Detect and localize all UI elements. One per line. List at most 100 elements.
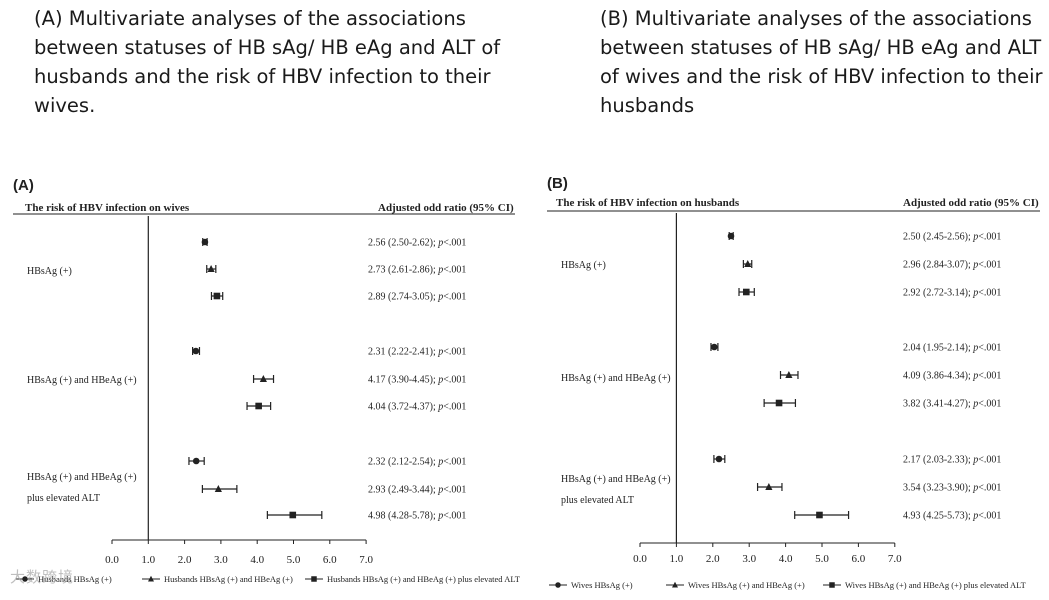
panel-b-ci-header: Adjusted odd ratio (95% CI) — [903, 197, 1039, 209]
panel-a-estimate-0-0 — [201, 238, 209, 246]
panel-a-ci-text: 4.98 (4.28-5.78); p<.001 — [368, 511, 466, 522]
watermark: 大数跨境 — [10, 568, 75, 586]
point-marker-triangle — [765, 483, 773, 490]
panel-a-x-tick-label: 0.0 — [105, 554, 119, 566]
panel-a-legend-item: Husbands HBsAg (+) — [16, 574, 112, 584]
panel-b-estimate-0-1 — [742, 260, 753, 268]
panel-a-title: The risk of HBV infection on wives — [25, 202, 190, 214]
legend-marker-circle — [22, 576, 28, 582]
panel-a-estimate-1-2 — [246, 402, 272, 410]
point-marker-triangle — [259, 375, 267, 382]
panel-a-estimate-2-2 — [266, 511, 323, 519]
panel-b-ci-text: 2.96 (2.84-3.07); p<.001 — [903, 260, 1001, 271]
panel-b-ci-text: 2.92 (2.72-3.14); p<.001 — [903, 288, 1001, 299]
panel-b-x-tick-label: 6.0 — [852, 553, 866, 565]
legend-marker-circle — [555, 582, 561, 588]
panel-b-legend-label: Wives HBsAg (+) and HBeAg (+) — [688, 580, 805, 590]
panel-b-legend-label: Wives HBsAg (+) — [571, 580, 633, 590]
point-marker-triangle — [207, 265, 215, 272]
panel-a-group-label: plus elevated ALT — [27, 493, 100, 504]
panel-b-legend-item: Wives HBsAg (+) and HBeAg (+) plus eleva… — [823, 580, 1027, 590]
panel-b-legend-item: Wives HBsAg (+) — [549, 580, 633, 590]
panel-b-estimate-1-0 — [710, 343, 719, 351]
panel-a-ci-header: Adjusted odd ratio (95% CI) — [378, 202, 514, 214]
point-marker-square — [742, 288, 750, 296]
panel-b-title: The risk of HBV infection on husbands — [556, 197, 740, 209]
panel-a-legend-label: Husbands HBsAg (+) and HBeAg (+) — [164, 574, 293, 584]
legend-marker-triangle — [148, 575, 154, 582]
panel-b-ci-text: 4.93 (4.25-5.73); p<.001 — [903, 511, 1001, 522]
panel-a-legend-item: Husbands HBsAg (+) and HBeAg (+) plus el… — [305, 574, 521, 584]
panel-b-ci-text: 2.50 (2.45-2.56); p<.001 — [903, 232, 1001, 243]
panel-a-x-tick-label: 7.0 — [359, 554, 373, 566]
panel-a-x-tick-label: 5.0 — [287, 554, 301, 566]
point-marker-square — [775, 399, 783, 407]
point-marker-circle — [192, 457, 200, 465]
panel-b-estimate-1-2 — [763, 399, 797, 407]
panel-a-group-label: HBsAg (+) and HBeAg (+) — [27, 472, 137, 483]
panel-a-estimate-2-0 — [188, 457, 205, 465]
panel-a-legend-label: Husbands HBsAg (+) — [38, 574, 112, 584]
panel-b-group-label: HBsAg (+) and HBeAg (+) — [561, 474, 671, 485]
point-marker-circle — [715, 455, 723, 463]
panel-a-estimate-0-1 — [206, 265, 217, 273]
panel-a-estimate-0-2 — [210, 292, 224, 300]
point-marker-circle — [192, 347, 200, 355]
panel-b-x-tick-label: 1.0 — [670, 553, 684, 565]
panel-a-label: (A) — [13, 177, 34, 194]
panel-b-estimate-0-0 — [727, 232, 735, 240]
point-marker-triangle — [785, 371, 793, 378]
panel-b-estimate-0-2 — [738, 288, 755, 296]
legend-marker-triangle — [672, 581, 678, 588]
panel-a-x-tick-label: 3.0 — [214, 554, 228, 566]
panel-a-group-label: HBsAg (+) and HBeAg (+) — [27, 375, 137, 386]
point-marker-triangle — [214, 485, 222, 492]
point-marker-square — [289, 511, 297, 519]
point-marker-circle — [710, 343, 718, 351]
panel-b-x-tick-label: 0.0 — [633, 553, 647, 565]
panel-b-group-label: plus elevated ALT — [561, 495, 634, 506]
panel-b-ci-text: 3.82 (3.41-4.27); p<.001 — [903, 399, 1001, 410]
panel-b-heading: (B) Multivariate analyses of the associa… — [600, 7, 1043, 117]
panel-b-group-label: HBsAg (+) — [561, 260, 606, 271]
panel-a-estimate-2-1 — [201, 485, 238, 493]
point-marker-square — [255, 402, 262, 410]
panel-b-estimate-2-2 — [794, 511, 850, 519]
panel-a-ci-text: 2.73 (2.61-2.86); p<.001 — [368, 265, 466, 276]
panel-b-estimate-2-1 — [756, 483, 783, 491]
panel-a-x-tick-label: 4.0 — [250, 554, 264, 566]
panel-a-ci-text: 2.56 (2.50-2.62); p<.001 — [368, 238, 466, 249]
panel-a-ci-text: 2.31 (2.22-2.41); p<.001 — [368, 347, 466, 358]
panel-b-x-tick-label: 4.0 — [779, 553, 793, 565]
panel-a-ci-text: 4.17 (3.90-4.45); p<.001 — [368, 375, 466, 386]
panel-a-x-tick-label: 1.0 — [141, 554, 155, 566]
panel-a-x-tick-label: 6.0 — [323, 554, 337, 566]
panel-b-x-tick-label: 3.0 — [742, 553, 756, 565]
panel-b-ci-text: 4.09 (3.86-4.34); p<.001 — [903, 371, 1001, 382]
panel-b-x-tick-label: 7.0 — [888, 553, 902, 565]
panel-a-ci-text: 4.04 (3.72-4.37); p<.001 — [368, 402, 466, 413]
point-marker-square — [816, 511, 823, 519]
panel-b-estimate-2-0 — [713, 455, 726, 463]
point-marker-circle — [727, 232, 735, 240]
panel-b-ci-text: 2.04 (1.95-2.14); p<.001 — [903, 343, 1001, 354]
panel-a-ci-text: 2.93 (2.49-3.44); p<.001 — [368, 485, 466, 496]
panel-b-x-tick-label: 2.0 — [706, 553, 720, 565]
panel-a-ci-text: 2.32 (2.12-2.54); p<.001 — [368, 457, 466, 468]
panel-b-label: (B) — [547, 175, 568, 192]
panel-a-legend-label: Husbands HBsAg (+) and HBeAg (+) plus el… — [327, 574, 521, 584]
panel-a-ci-text: 2.89 (2.74-3.05); p<.001 — [368, 292, 466, 303]
panel-a-estimate-1-0 — [191, 347, 201, 355]
panel-a-legend-item: Husbands HBsAg (+) and HBeAg (+) — [142, 574, 293, 584]
point-marker-square — [213, 292, 221, 300]
point-marker-triangle — [744, 260, 752, 267]
panel-b-x-tick-label: 5.0 — [815, 553, 829, 565]
panel-b-legend-label: Wives HBsAg (+) and HBeAg (+) plus eleva… — [845, 580, 1027, 590]
panel-a-group-label: HBsAg (+) — [27, 266, 72, 277]
panel-b-ci-text: 2.17 (2.03-2.33); p<.001 — [903, 455, 1001, 466]
panel-b-estimate-1-1 — [779, 371, 799, 379]
panel-b-ci-text: 3.54 (3.23-3.90); p<.001 — [903, 483, 1001, 494]
panel-a-estimate-1-1 — [252, 375, 275, 383]
point-marker-circle — [201, 238, 209, 246]
